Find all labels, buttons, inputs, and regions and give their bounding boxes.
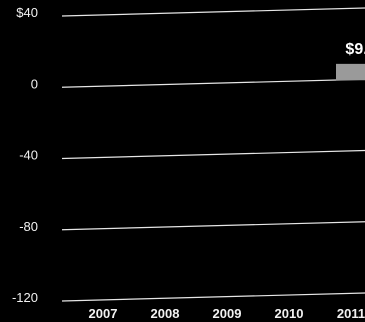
gridline — [61, 292, 365, 302]
y-axis-ticks: $40 0 -40 -80 -120 — [12, 5, 38, 305]
x-axis-ticks: 2007 2008 2009 2010 2011 — [89, 306, 365, 321]
y-tick-label: -40 — [19, 148, 38, 163]
y-tick-label: -80 — [19, 219, 38, 234]
x-tick-label: 2010 — [275, 306, 304, 321]
x-tick-label: 2011 — [337, 306, 365, 321]
y-tick-label: 0 — [31, 76, 38, 91]
bars: $9.2 — [336, 41, 365, 81]
bar — [336, 63, 365, 81]
data-label: $9.2 — [345, 41, 365, 58]
y-tick-label: $40 — [16, 5, 38, 20]
gridline — [61, 7, 365, 17]
gridline — [61, 221, 365, 231]
x-tick-label: 2008 — [151, 306, 180, 321]
x-tick-label: 2009 — [213, 306, 242, 321]
x-tick-label: 2007 — [89, 306, 118, 321]
gridline — [61, 78, 365, 88]
gridlines — [61, 7, 365, 302]
y-tick-label: -120 — [12, 290, 38, 305]
gridline — [61, 149, 365, 160]
